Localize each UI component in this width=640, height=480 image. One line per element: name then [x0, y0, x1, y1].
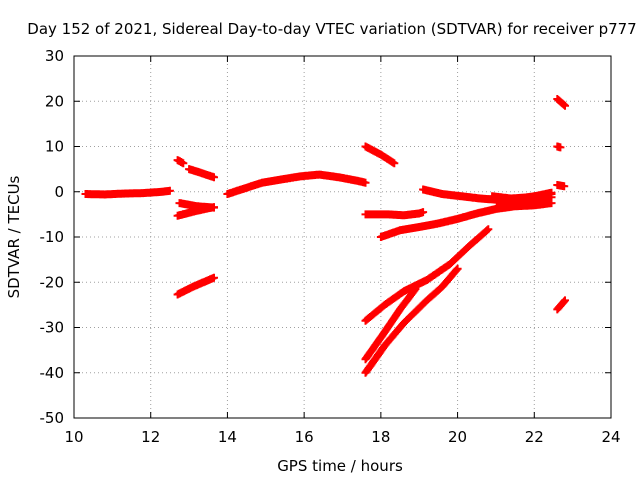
- x-tick-label: 16: [295, 428, 314, 446]
- data-point-segment: [361, 225, 493, 325]
- y-tick-label: 10: [45, 138, 64, 156]
- grid-lines: [74, 56, 611, 418]
- x-tick-label: 10: [64, 428, 83, 446]
- y-tick-label: -20: [40, 273, 65, 291]
- x-tick-label: 20: [448, 428, 467, 446]
- y-tick-label: -50: [40, 409, 65, 427]
- axis-ticks: 10 12 14 16 18 20 22 24 -50 -40 -30 -20 -10 0 10 20 30: [40, 47, 621, 446]
- data-point-segment: [361, 208, 428, 220]
- chart-title: Day 152 of 2021, Sidereal Day-to-day VTE…: [27, 20, 636, 38]
- x-tick-label: 22: [525, 428, 544, 446]
- y-tick-label: 30: [45, 47, 64, 65]
- data-point-segment: [173, 203, 218, 220]
- data-point-segment: [361, 285, 420, 364]
- data-point-segment: [173, 273, 218, 299]
- x-tick-label: 24: [601, 428, 620, 446]
- data-point-segment: [553, 95, 569, 110]
- data-point-segment: [81, 186, 174, 199]
- data-marks: [81, 95, 569, 377]
- data-point-segment: [223, 170, 370, 198]
- x-axis-label: GPS time / hours: [277, 457, 403, 475]
- y-tick-label: 0: [54, 183, 64, 201]
- data-point-segment: [495, 193, 556, 209]
- data-point-segment: [185, 165, 218, 182]
- y-tick-label: 20: [45, 92, 64, 110]
- data-point-segment: [553, 142, 565, 152]
- x-tick-label: 18: [371, 428, 390, 446]
- data-point-segment: [376, 199, 556, 241]
- data-point-segment: [173, 156, 188, 168]
- y-tick-label: -10: [40, 228, 65, 246]
- data-point-segment: [361, 264, 462, 377]
- x-tick-label: 12: [141, 428, 160, 446]
- x-tick-label: 14: [218, 428, 237, 446]
- data-point-segment: [553, 181, 569, 191]
- y-tick-label: -40: [40, 364, 65, 382]
- data-point-segment: [553, 296, 569, 314]
- y-tick-label: -30: [40, 319, 65, 337]
- data-point-segment: [361, 142, 399, 168]
- y-axis-label: SDTVAR / TECUs: [5, 175, 23, 298]
